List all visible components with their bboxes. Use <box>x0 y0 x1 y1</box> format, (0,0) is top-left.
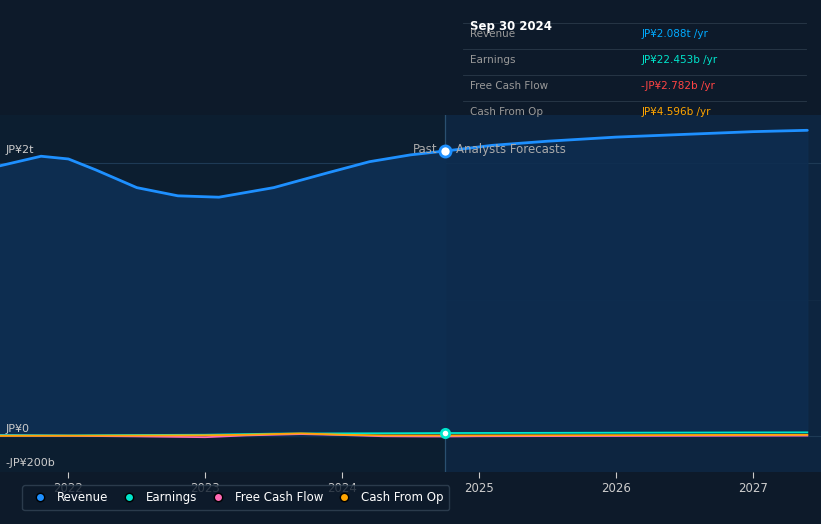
Text: Analysts Forecasts: Analysts Forecasts <box>456 143 566 156</box>
Text: Cash From Op: Cash From Op <box>470 107 543 117</box>
Text: JP¥2t: JP¥2t <box>6 145 34 155</box>
Text: Past: Past <box>413 143 438 156</box>
Text: JP¥4.596b /yr: JP¥4.596b /yr <box>641 107 711 117</box>
Text: -JP¥200b: -JP¥200b <box>6 458 55 468</box>
Text: Sep 30 2024: Sep 30 2024 <box>470 20 552 33</box>
Legend: Revenue, Earnings, Free Cash Flow, Cash From Op: Revenue, Earnings, Free Cash Flow, Cash … <box>22 485 449 510</box>
Text: JP¥0: JP¥0 <box>6 424 30 434</box>
Bar <box>0 115 445 472</box>
Bar <box>445 115 821 472</box>
Text: -JP¥2.782b /yr: -JP¥2.782b /yr <box>641 81 715 91</box>
Text: JP¥22.453b /yr: JP¥22.453b /yr <box>641 56 718 66</box>
Text: JP¥2.088t /yr: JP¥2.088t /yr <box>641 29 709 39</box>
Text: Free Cash Flow: Free Cash Flow <box>470 81 548 91</box>
Text: Earnings: Earnings <box>470 56 516 66</box>
Text: Revenue: Revenue <box>470 29 515 39</box>
